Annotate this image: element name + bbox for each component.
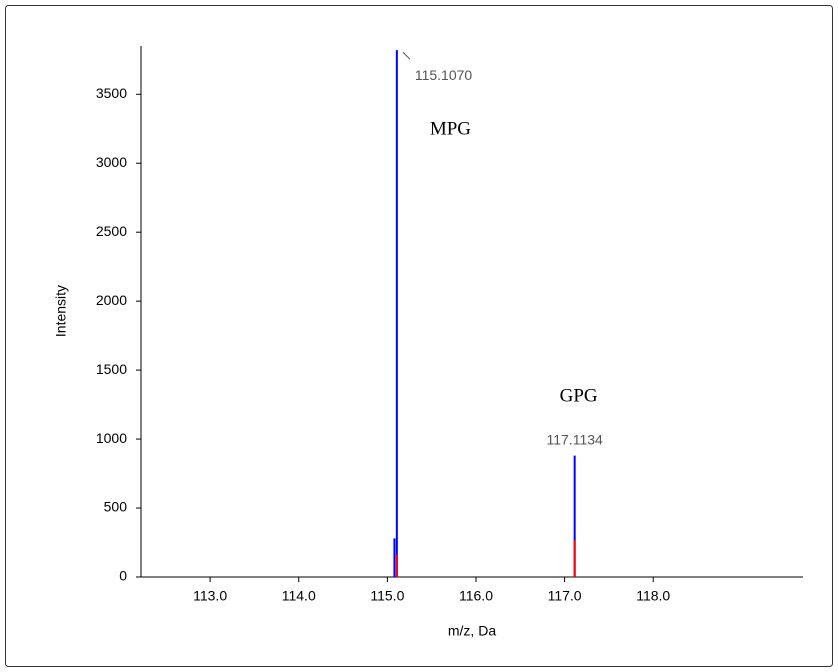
y-tick-label: 3500 <box>96 85 127 101</box>
x-tick-label: 116.0 <box>459 588 493 604</box>
annotation: MPG <box>430 118 471 139</box>
x-tick-label: 115.0 <box>370 588 404 604</box>
peak-label: 115.1070 <box>415 67 473 83</box>
y-tick-label: 500 <box>104 499 128 515</box>
annotation: GPG <box>560 385 598 406</box>
y-tick-label: 1500 <box>96 361 127 377</box>
y-axis-title: Intensity <box>53 285 69 337</box>
x-tick-label: 118.0 <box>636 588 670 604</box>
y-tick-label: 1000 <box>96 430 127 446</box>
y-tick-label: 3000 <box>96 154 127 170</box>
x-tick-label: 117.0 <box>548 588 582 604</box>
x-tick-label: 113.0 <box>193 588 227 604</box>
frame <box>5 5 833 667</box>
y-tick-label: 0 <box>119 568 127 584</box>
x-tick-label: 114.0 <box>282 588 316 604</box>
y-tick-label: 2000 <box>96 292 127 308</box>
y-tick-label: 2500 <box>96 223 127 239</box>
peak-label: 117.1134 <box>546 431 603 447</box>
x-axis-title: m/z, Da <box>448 623 496 639</box>
leader <box>402 51 411 60</box>
